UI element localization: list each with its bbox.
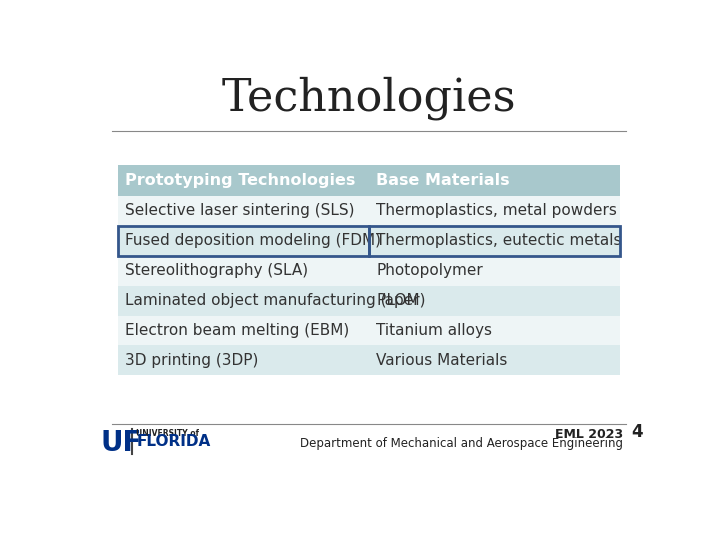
FancyBboxPatch shape — [118, 346, 369, 375]
FancyBboxPatch shape — [118, 226, 369, 255]
Text: Various Materials: Various Materials — [377, 353, 508, 368]
FancyBboxPatch shape — [118, 255, 369, 286]
FancyBboxPatch shape — [369, 315, 620, 346]
Text: UNIVERSITY of: UNIVERSITY of — [136, 429, 199, 438]
Text: Department of Mechanical and Aerospace Engineering: Department of Mechanical and Aerospace E… — [300, 437, 623, 450]
Text: 4: 4 — [631, 423, 642, 441]
Text: Thermoplastics, eutectic metals: Thermoplastics, eutectic metals — [377, 233, 622, 248]
Text: EML 2023: EML 2023 — [555, 428, 623, 441]
Text: Stereolithography (SLA): Stereolithography (SLA) — [125, 263, 308, 278]
FancyBboxPatch shape — [118, 165, 369, 196]
Text: Prototyping Technologies: Prototyping Technologies — [125, 173, 356, 188]
Text: Laminated object manufacturing (LOM): Laminated object manufacturing (LOM) — [125, 293, 426, 308]
Text: Electron beam melting (EBM): Electron beam melting (EBM) — [125, 323, 349, 338]
FancyBboxPatch shape — [369, 226, 620, 255]
Text: Technologies: Technologies — [222, 76, 516, 120]
FancyBboxPatch shape — [118, 286, 369, 315]
FancyBboxPatch shape — [369, 255, 620, 286]
FancyBboxPatch shape — [369, 346, 620, 375]
Text: Fused deposition modeling (FDM): Fused deposition modeling (FDM) — [125, 233, 381, 248]
FancyBboxPatch shape — [118, 196, 369, 226]
Text: Base Materials: Base Materials — [377, 173, 510, 188]
Text: Titanium alloys: Titanium alloys — [377, 323, 492, 338]
FancyBboxPatch shape — [118, 315, 369, 346]
FancyBboxPatch shape — [369, 165, 620, 196]
FancyBboxPatch shape — [369, 286, 620, 315]
Text: Thermoplastics, metal powders: Thermoplastics, metal powders — [377, 203, 617, 218]
Text: Photopolymer: Photopolymer — [377, 263, 483, 278]
Text: FLORIDA: FLORIDA — [136, 435, 210, 449]
Text: 3D printing (3DP): 3D printing (3DP) — [125, 353, 258, 368]
Text: Selective laser sintering (SLS): Selective laser sintering (SLS) — [125, 203, 355, 218]
Text: Paper: Paper — [377, 293, 420, 308]
FancyBboxPatch shape — [369, 196, 620, 226]
Text: UF: UF — [100, 429, 141, 457]
